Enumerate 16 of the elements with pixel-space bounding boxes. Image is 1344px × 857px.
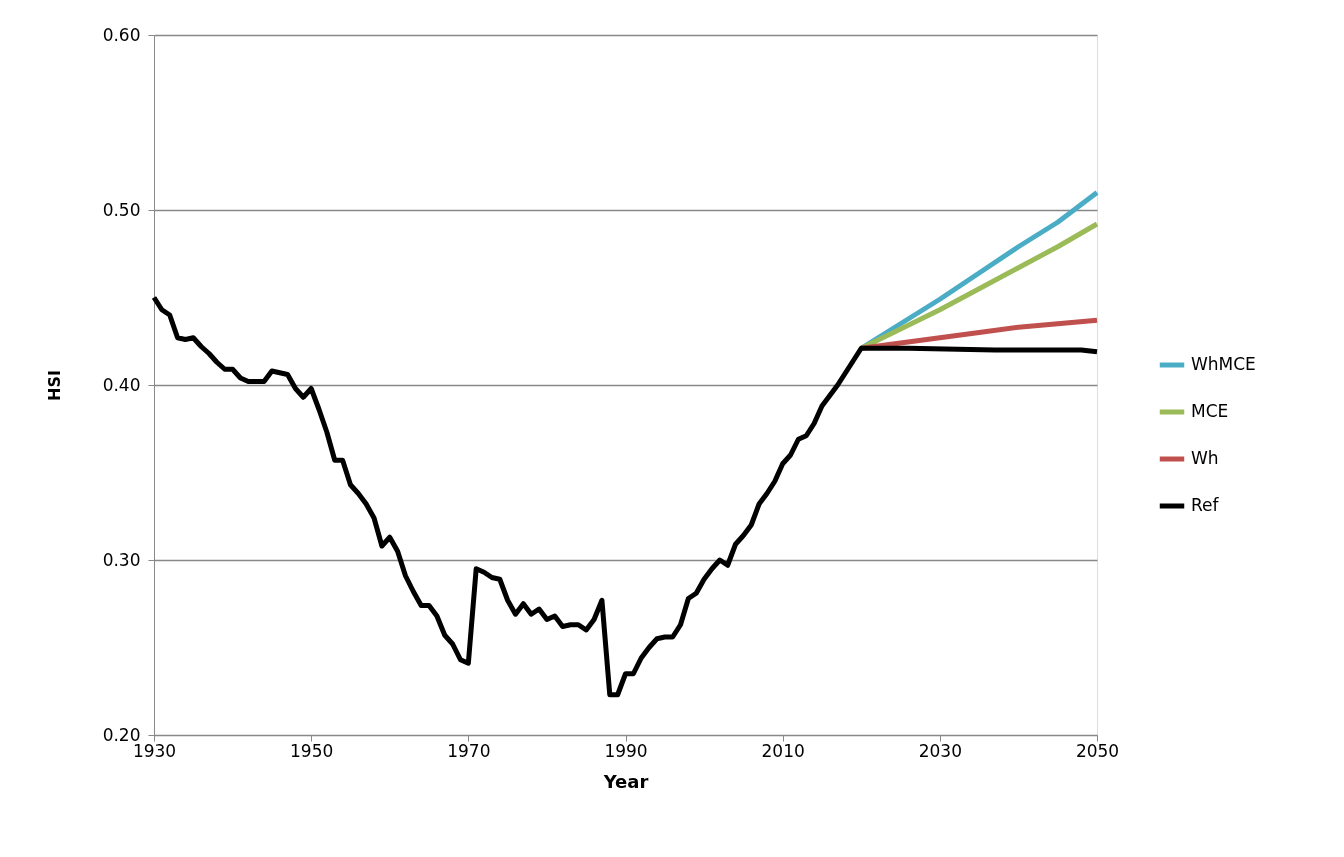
legend-label: WhMCE: [1191, 354, 1256, 374]
y-tick-label: 0.40: [102, 374, 141, 395]
x-tick-label: 2010: [761, 740, 805, 761]
x-tick-label: 1970: [447, 740, 491, 761]
y-axis-title: HSI: [44, 370, 64, 401]
y-tick-label: 0.60: [102, 24, 141, 45]
y-tick-label: 0.30: [102, 549, 141, 570]
legend-label: MCE: [1191, 401, 1229, 421]
x-tick-label: 2030: [918, 740, 962, 761]
x-axis-title: Year: [602, 770, 649, 792]
x-tick-label: 2050: [1075, 740, 1120, 761]
legend-label: Ref: [1191, 495, 1220, 515]
y-tick-label: 0.50: [102, 199, 141, 220]
x-tick-label: 1950: [290, 740, 334, 761]
x-tick-label: 1990: [604, 740, 648, 761]
legend-label: Wh: [1191, 448, 1219, 468]
